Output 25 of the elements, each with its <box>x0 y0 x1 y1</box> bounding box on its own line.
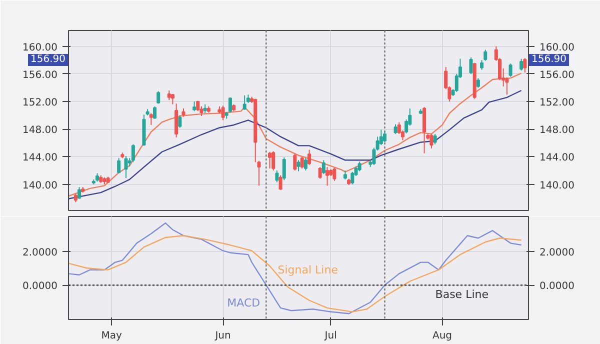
x-tick-label: Aug <box>432 330 452 342</box>
y-tick-label: 140.00 <box>22 180 58 192</box>
y2-tick-label: 2.0000 <box>540 248 574 259</box>
x-tick-label: Jul <box>324 330 337 342</box>
y2-tick-label: 144.00 <box>540 152 574 164</box>
series-label: MACD <box>227 296 260 310</box>
y-tick-label: 156.00 <box>22 70 58 81</box>
y-tick-label: 152.00 <box>22 98 58 109</box>
series-label: Signal Line <box>278 263 338 276</box>
text: 156.90 <box>532 54 566 66</box>
ref-line-label: Base Line <box>435 288 489 302</box>
y-tick-label: 2.0000 <box>22 248 58 259</box>
y2-tick-label: 140.00 <box>540 180 574 192</box>
y-tick-label: 148.00 <box>22 125 58 136</box>
x-tick-label: May <box>101 330 122 342</box>
y2-tick-label: 148.00 <box>540 125 574 136</box>
y-tick-label: 144.00 <box>22 152 58 164</box>
y-tick-label: 0.0000 <box>22 281 58 292</box>
y-tick-label: 160.00 <box>22 42 58 54</box>
y2-tick-label: 152.00 <box>540 98 574 109</box>
text: 156.90 <box>30 54 66 66</box>
y2-tick-label: 160.00 <box>540 42 574 54</box>
x-tick-label: Jun <box>214 330 231 342</box>
y2-tick-label: 0.0000 <box>540 281 574 292</box>
y2-tick-label: 156.00 <box>540 70 574 81</box>
